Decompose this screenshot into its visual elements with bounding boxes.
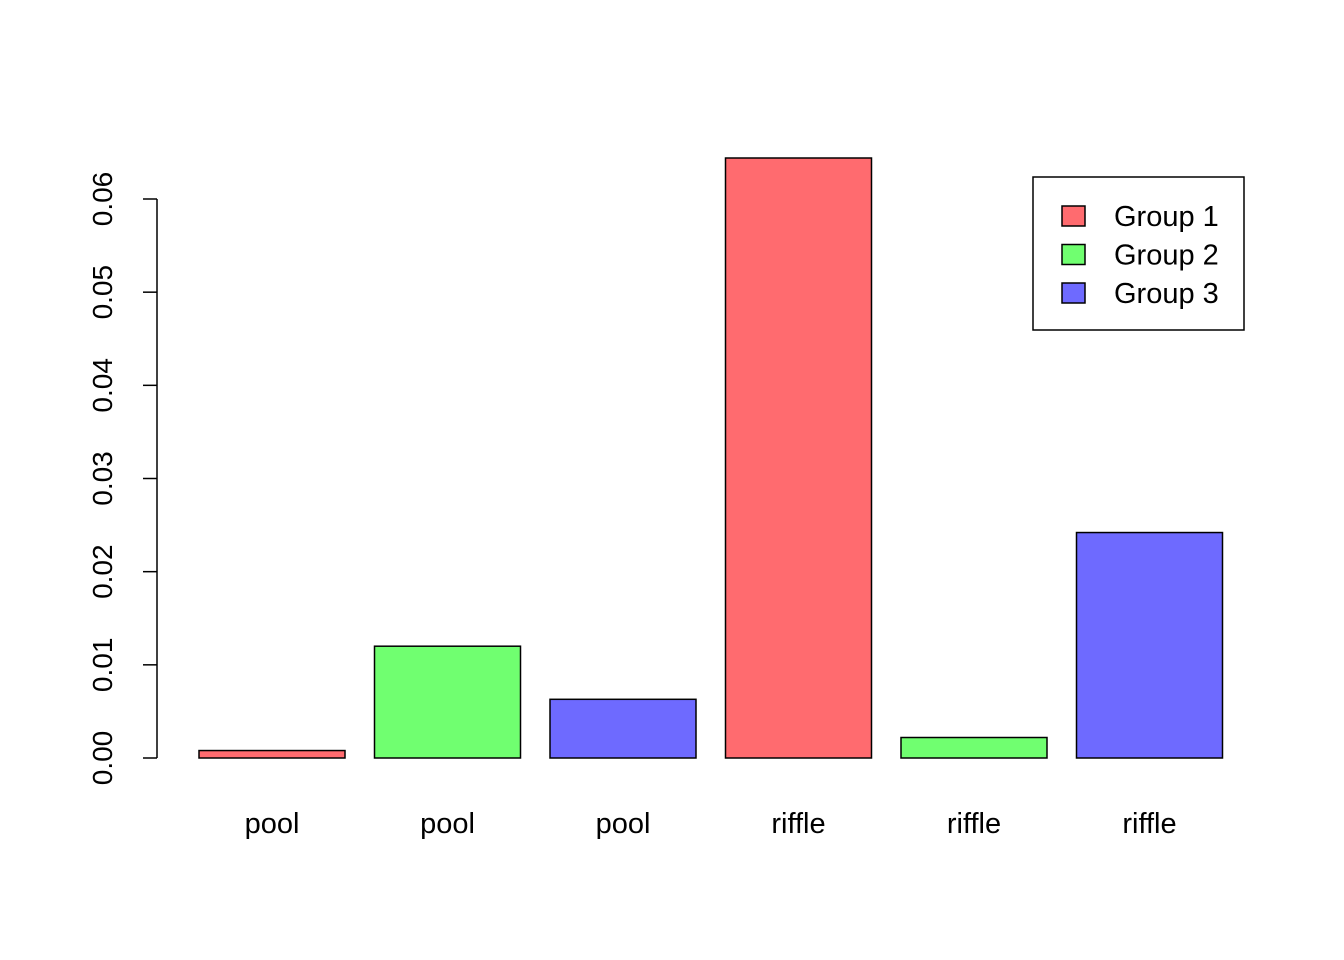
bar [373,645,522,759]
x-category-label: riffle [771,808,825,840]
x-category-label: riffle [1122,808,1176,840]
legend-swatch [1061,205,1086,227]
legend-label: Group 3 [1114,278,1219,310]
y-tick-label: 0.04 [87,358,118,413]
bar [724,157,873,759]
bar [900,736,1048,759]
x-category-label: pool [420,808,475,840]
bar [549,698,697,759]
x-category-label: pool [245,808,300,840]
y-tick-label: 0.00 [87,731,118,786]
legend-label: Group 1 [1114,201,1219,233]
y-tick-label: 0.03 [87,451,118,506]
y-tick-label: 0.06 [87,172,118,227]
bar [1075,531,1224,759]
x-category-label: riffle [947,808,1001,840]
category-labels: pool pool pool riffle riffle riffle [245,808,1177,840]
bar [198,749,346,759]
legend-swatch [1061,282,1086,304]
y-tick-label: 0.05 [87,265,118,320]
bars [198,157,1224,759]
y-tick-label: 0.02 [87,544,118,599]
y-axis: 0.00 0.01 0.02 0.03 0.04 0.05 0.06 [87,172,158,786]
legend: Group 1 Group 2 Group 3 [1032,176,1245,331]
x-category-label: pool [596,808,651,840]
legend-swatch [1061,243,1086,266]
y-tick-label: 0.01 [87,638,118,693]
legend-label: Group 2 [1114,240,1219,272]
